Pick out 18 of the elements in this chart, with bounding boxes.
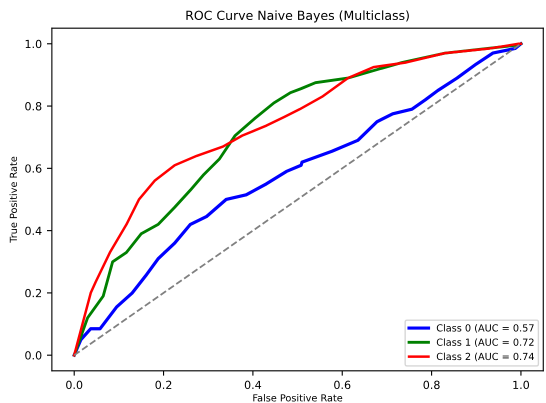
- y-tick-label: 0.6: [25, 164, 42, 173]
- x-tick-label: 0.6: [334, 380, 350, 390]
- y-tick-label: 0.8: [25, 102, 42, 110]
- y-tick-label: 0.0: [25, 351, 42, 360]
- y-tick-label: 0.2: [25, 288, 42, 298]
- x-axis-title: False Positive Rate: [253, 394, 342, 402]
- legend-label: Class 2 (AUC = 0.74: [436, 352, 534, 362]
- y-axis-title: True Positive Rate: [10, 156, 18, 243]
- x-tick-label: 0.2: [155, 380, 172, 390]
- x-tick-label: 0.4: [244, 380, 262, 390]
- chart-title: ROC Curve Naive Bayes (Multiclass): [186, 10, 409, 22]
- x-tick-label: 1.0: [513, 380, 530, 390]
- x-tick-label: 0.8: [423, 380, 440, 390]
- y-tick-label: 0.4: [25, 226, 42, 236]
- y-tick-label: 1.0: [26, 40, 42, 48]
- legend-label: Class 1 (AUC = 0.72: [436, 338, 534, 347]
- x-tick-label: 0.0: [66, 380, 82, 390]
- legend-label: Class 0 (AUC = 0.57: [436, 324, 534, 333]
